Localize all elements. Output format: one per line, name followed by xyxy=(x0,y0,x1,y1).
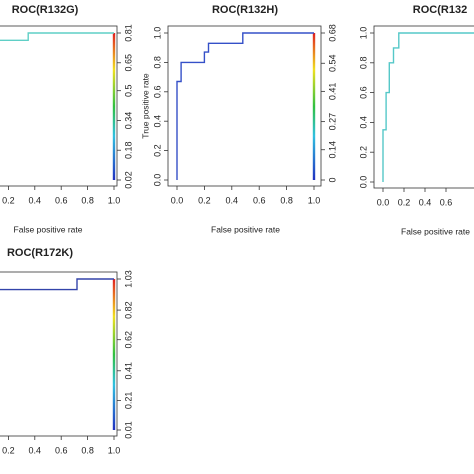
colorbar-tick-label: 0.5 xyxy=(123,84,133,97)
x-tick-label: 0.6 xyxy=(440,197,453,207)
x-tick-label: 0.8 xyxy=(280,195,293,205)
x-tick-label: 0.6 xyxy=(55,445,68,455)
chart-title: ROC(R132 xyxy=(413,4,467,16)
y-tick-label: 0.6 xyxy=(152,86,162,99)
chart-title: ROC(R132G) xyxy=(12,4,79,16)
x-tick-label: 0.4 xyxy=(29,445,42,455)
colorbar-tick-label: 0.01 xyxy=(123,421,133,439)
x-tick-label: 1.0 xyxy=(108,195,121,205)
y-tick-label: 0.0 xyxy=(152,174,162,187)
x-tick-label: 0.2 xyxy=(2,195,15,205)
colorbar-tick-label: 0.54 xyxy=(327,54,337,72)
y-tick-label: 0.2 xyxy=(152,144,162,157)
colorbar-tick-label: 0 xyxy=(327,177,337,182)
roc-curve xyxy=(0,278,114,291)
x-tick-label: 0.4 xyxy=(29,195,42,205)
x-tick-label: 0.6 xyxy=(55,195,68,205)
x-tick-label: 0.2 xyxy=(398,197,411,207)
x-axis-label: False positive rate xyxy=(211,224,280,234)
colorbar-tick-label: 0.81 xyxy=(123,24,133,42)
roc-curve xyxy=(176,32,314,180)
x-tick-label: 0.8 xyxy=(81,445,94,455)
plot-frame xyxy=(0,271,118,437)
colorbar xyxy=(312,33,316,180)
colorbar-tick-label: 0.14 xyxy=(327,141,337,159)
y-tick-label: 1.0 xyxy=(358,27,368,40)
plot-frame xyxy=(373,25,474,189)
y-tick-label: 0.2 xyxy=(358,146,368,159)
colorbar-tick-label: 0.18 xyxy=(123,141,133,159)
colorbar-tick-label: 0.21 xyxy=(123,392,133,410)
colorbar-tick-label: 0.41 xyxy=(123,362,133,380)
roc-curve xyxy=(0,32,114,41)
x-tick-label: 0.2 xyxy=(198,195,211,205)
plot-frame xyxy=(167,25,322,187)
colorbar-tick-label: 0.41 xyxy=(327,83,337,101)
x-tick-label: 0.4 xyxy=(226,195,239,205)
colorbar-tick-label: 0.62 xyxy=(123,331,133,349)
y-tick-label: 0.4 xyxy=(152,115,162,128)
x-tick-label: 1.0 xyxy=(108,445,121,455)
x-axis-label: False positive rate xyxy=(14,224,83,234)
colorbar xyxy=(112,33,116,180)
colorbar-tick-label: 0.68 xyxy=(327,24,337,42)
x-tick-label: 1.0 xyxy=(308,195,321,205)
colorbar-tick-label: 0.27 xyxy=(327,113,337,131)
roc-curve xyxy=(382,32,474,182)
x-tick-label: 0.6 xyxy=(253,195,266,205)
colorbar-tick-label: 0.34 xyxy=(123,112,133,130)
colorbar xyxy=(112,279,116,430)
chart-title: ROC(R132H) xyxy=(212,4,278,16)
colorbar-tick-label: 0.02 xyxy=(123,171,133,189)
x-tick-label: 0.0 xyxy=(377,197,390,207)
y-tick-label: 1.0 xyxy=(152,27,162,40)
y-tick-label: 0.8 xyxy=(152,56,162,69)
colorbar-tick-label: 0.65 xyxy=(123,54,133,72)
x-tick-label: 0.0 xyxy=(171,195,184,205)
chart-title: ROC(R172K) xyxy=(7,247,73,259)
plot-frame xyxy=(0,25,118,187)
y-tick-label: 0.4 xyxy=(358,116,368,129)
y-tick-label: 0.8 xyxy=(358,57,368,70)
x-axis-label: False positive rate xyxy=(401,226,470,236)
x-tick-label: 0.4 xyxy=(419,197,432,207)
y-tick-label: 0.0 xyxy=(358,176,368,189)
colorbar-tick-label: 1.03 xyxy=(123,270,133,288)
y-tick-label: 0.6 xyxy=(358,86,368,99)
y-axis-label: True positive rate xyxy=(140,73,150,139)
x-tick-label: 0.2 xyxy=(2,445,15,455)
x-tick-label: 0.8 xyxy=(81,195,94,205)
colorbar-tick-label: 0.82 xyxy=(123,301,133,319)
